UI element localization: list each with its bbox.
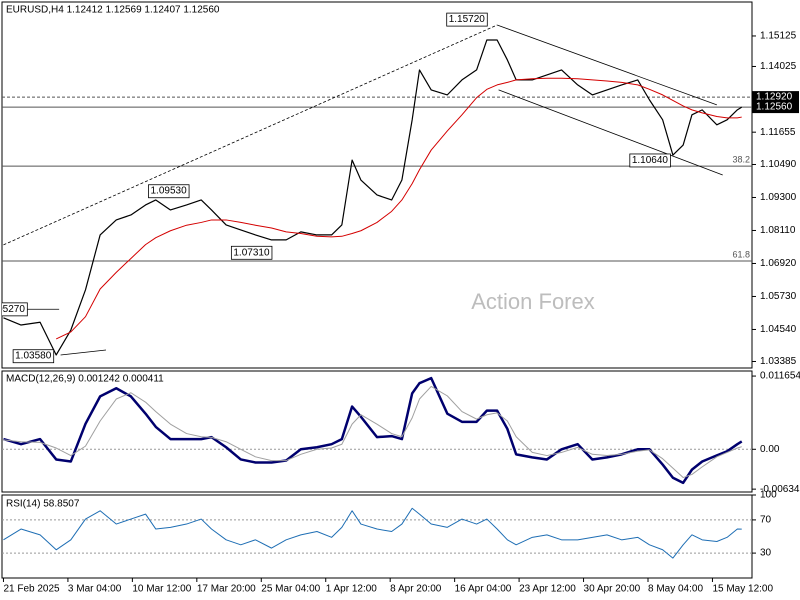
- annotation-box: [2, 302, 28, 317]
- series-line: [3, 376, 743, 485]
- y-tick-label: 1.05730: [760, 291, 797, 302]
- annotation-label: 1.03580: [15, 351, 52, 362]
- y-tick-label: 1.10490: [760, 159, 797, 170]
- fib-label: 38.2: [732, 155, 750, 165]
- macd-panel-frame: [1, 370, 753, 493]
- x-tick-label: 23 Apr 12:00: [519, 584, 576, 595]
- price-level-label: 1.12560: [756, 102, 793, 113]
- y-tick-label: 1.06920: [760, 258, 797, 269]
- x-tick-label: 8 May 04:00: [648, 584, 703, 595]
- price-level-label: 1.12920: [756, 92, 793, 103]
- x-tick-label: 10 Mar 12:00: [132, 584, 191, 595]
- x-tick-label: 17 Mar 20:00: [197, 584, 256, 595]
- x-tick-label: 25 Mar 04:00: [261, 584, 320, 595]
- trend-line: [498, 89, 723, 176]
- watermark: Action Forex: [471, 289, 595, 314]
- annotation-box: [148, 184, 190, 199]
- series-line: [3, 507, 742, 559]
- x-tick-label: 3 Mar 04:00: [68, 584, 122, 595]
- y-tick-label: 70: [760, 515, 772, 526]
- x-tick-label: 30 Apr 20:00: [584, 584, 641, 595]
- annotation-label: 1.15720: [449, 14, 486, 25]
- price-annotation: 1.09530: [148, 184, 190, 199]
- y-tick-label: 1.08110: [760, 225, 796, 236]
- price-panel-frame: [1, 1, 753, 369]
- y-tick-label: -0.006345: [760, 484, 800, 495]
- trend-line: [496, 24, 717, 106]
- y-tick-label: 0.00: [760, 444, 780, 455]
- x-tick-label: 8 Apr 20:00: [390, 584, 442, 595]
- annotation-box: [12, 349, 55, 364]
- rsi-panel-frame: [1, 494, 753, 579]
- series-line: [3, 39, 743, 356]
- y-tick-label: 30: [760, 548, 772, 559]
- series-line: [3, 385, 742, 479]
- rsi-title: RSI(14) 58.8507: [6, 499, 80, 510]
- price-annotation: 1.03580: [12, 349, 55, 364]
- fib-label: 61.8: [732, 249, 750, 259]
- annotation-box: [446, 12, 488, 27]
- price-level-box: [752, 101, 799, 114]
- price-annotation: 1.07310: [230, 245, 273, 260]
- y-tick-label: 1.11655: [760, 127, 796, 138]
- annotation-label: 1.09530: [150, 186, 187, 197]
- y-tick-label: 0.011654: [760, 371, 800, 382]
- x-tick-label: 16 Apr 04:00: [455, 584, 512, 595]
- y-tick-label: 1.04540: [760, 324, 797, 335]
- price-annotation: 1.15720: [446, 12, 488, 27]
- macd-title: MACD(12,26,9) 0.001242 0.000411: [6, 374, 164, 385]
- x-tick-label: 1 Apr 12:00: [326, 584, 378, 595]
- price-level-box: [752, 91, 799, 104]
- price-annotation: 1.10640: [629, 153, 671, 168]
- chart-title: EURUSD,H4 1.12412 1.12569 1.12407 1.1256…: [6, 5, 220, 16]
- series-line: [55, 77, 742, 340]
- y-tick-label: 1.03385: [760, 356, 797, 367]
- x-tick-label: 15 May 12:00: [712, 584, 773, 595]
- annotation-box: [230, 245, 273, 260]
- trend-line: [60, 349, 107, 356]
- y-tick-label: 1.15125: [760, 31, 797, 42]
- x-tick-label: 21 Feb 2025: [3, 584, 60, 595]
- annotation-box: [629, 153, 671, 168]
- y-tick-label: 100: [760, 490, 777, 501]
- annotation-label: 1.10640: [632, 155, 669, 166]
- trend-line: [3, 24, 498, 246]
- annotation-label: 1.07310: [233, 247, 270, 258]
- y-tick-label: 1.09300: [760, 192, 797, 203]
- y-tick-label: 1.14025: [760, 61, 797, 72]
